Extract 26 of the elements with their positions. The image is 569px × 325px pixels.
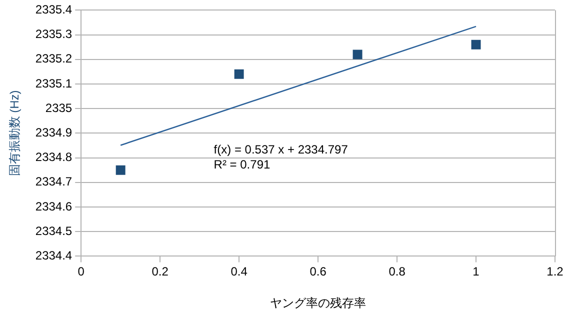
- y-tick-label: 2334.9: [35, 126, 72, 140]
- x-tick-label: 0.2: [152, 264, 169, 279]
- point: [352, 50, 362, 60]
- point: [234, 69, 244, 79]
- x-tick-label: 1.2: [546, 264, 564, 279]
- annotation: f(x) = 0.537 x + 2334.797: [214, 142, 348, 157]
- y-tick-label: 2335.4: [35, 2, 72, 17]
- y-tick-label: 2334.4: [35, 248, 72, 263]
- y-tick-label: 2335.2: [35, 52, 72, 66]
- point: [116, 165, 126, 175]
- x-tick-label: 1: [472, 264, 480, 279]
- x-axis-title: ヤング率の残存率: [270, 296, 366, 310]
- x-tick-label: 0.8: [388, 264, 406, 279]
- y-tick-label: 2334.7: [35, 174, 72, 189]
- x-tick-label: 0.6: [310, 264, 327, 279]
- y-tick-label: 2334.5: [35, 224, 72, 238]
- y-tick-label: 2334.6: [35, 199, 72, 214]
- x-tick-label: 0.4: [230, 264, 248, 279]
- x-tick-label: 0: [78, 264, 85, 279]
- y-tick-label: 2335.1: [35, 76, 72, 90]
- point: [471, 40, 481, 50]
- y-axis-title: 固有振動数 (Hz): [8, 90, 22, 176]
- annotation: R² = 0.791: [214, 158, 270, 172]
- y-tick-label: 2335.3: [35, 27, 72, 42]
- y-tick-label: 2335: [45, 100, 72, 115]
- y-tick-label: 2334.8: [35, 150, 72, 164]
